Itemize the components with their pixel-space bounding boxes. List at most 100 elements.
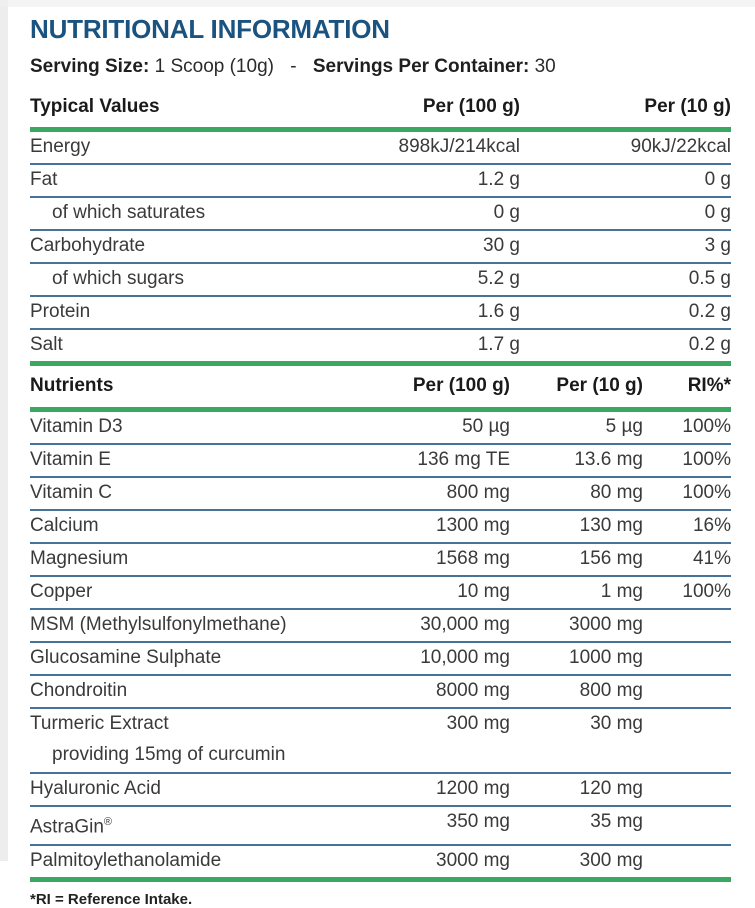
value-per-100g: 898kJ/214kcal — [398, 136, 520, 158]
value-per-10g: 30 mg — [590, 713, 643, 735]
row-label-cell: MSM (Methylsulfonylmethane) — [30, 609, 330, 642]
row-label-cell: Carbohydrate — [30, 230, 360, 263]
value-per-10g: 90kJ/22kcal — [630, 136, 731, 158]
value-per-10g: 35 mg — [590, 811, 643, 833]
nutrient-name: Glucosamine Sulphate — [30, 647, 222, 669]
value-per-10g: 800 mg — [579, 680, 643, 702]
table-row: of which sugars 5.2 g 0.5 g — [30, 263, 731, 297]
typical-values-header-row: Typical Values Per (100 g) Per (10 g) — [30, 88, 731, 130]
table-row: Chondroitin 8000 mg 800 mg — [30, 675, 731, 709]
value-ri-percent — [643, 708, 731, 773]
nutrients-header-row: Nutrients Per (100 g) Per (10 g) RI%* — [30, 366, 731, 410]
value-ri-percent — [643, 609, 731, 642]
serving-size-value: 1 Scoop (10g) — [154, 56, 274, 78]
table-row: Copper 10 mg 1 mg 100% — [30, 576, 731, 610]
value-per-10g: 1000 mg — [569, 647, 643, 669]
value-ri-percent: 16% — [692, 515, 731, 537]
value-ri-percent: 100% — [682, 482, 731, 504]
typical-values-table: Typical Values Per (100 g) Per (10 g) En… — [30, 88, 731, 366]
nutrient-name: MSM (Methylsulfonylmethane) — [30, 614, 287, 636]
value-ri-percent — [643, 773, 731, 806]
value-per-100g: 1.7 g — [477, 334, 520, 356]
table-row: MSM (Methylsulfonylmethane) 30,000 mg 3000… — [30, 609, 731, 643]
column-header-typical-values: Typical Values — [30, 96, 160, 118]
nutrient-name: Vitamin E — [30, 449, 111, 471]
column-header-nutrients: Nutrients — [30, 375, 114, 397]
nutrient-name: Fat — [30, 169, 58, 191]
value-per-100g: 10,000 mg — [420, 647, 510, 669]
nutrient-name: AstraGin® — [30, 816, 113, 838]
value-per-10g: 1 mg — [600, 581, 643, 603]
value-per-100g: 1300 mg — [436, 515, 510, 537]
value-per-10g: 300 mg — [579, 849, 643, 871]
row-label-cell: Fat — [30, 164, 360, 197]
row-label-cell: Vitamin C — [30, 477, 330, 510]
value-per-100g: 350 mg — [446, 811, 510, 833]
value-ri-percent — [643, 642, 731, 675]
value-per-100g: 0 g — [493, 202, 520, 224]
value-per-100g: 30 g — [483, 235, 520, 257]
value-per-100g: 8000 mg — [436, 680, 510, 702]
value-per-10g: 13.6 mg — [574, 449, 643, 471]
table-row: Salt 1.7 g 0.2 g — [30, 329, 731, 364]
table-row: Hyaluronic Acid 1200 mg 120 mg — [30, 773, 731, 807]
value-per-10g: 0.5 g — [688, 268, 731, 290]
serving-size-label: Serving Size: — [30, 56, 150, 78]
value-ri-percent: 100% — [682, 449, 731, 471]
nutrient-name: Energy — [30, 136, 91, 158]
row-label-cell: Glucosamine Sulphate — [30, 642, 330, 675]
value-per-100g: 1568 mg — [436, 548, 510, 570]
value-per-100g: 30,000 mg — [420, 614, 510, 636]
row-label-cell: Copper — [30, 576, 330, 609]
value-ri-percent — [643, 806, 731, 844]
servings-per-container-label: Servings Per Container: — [312, 56, 530, 78]
row-label-cell: Chondroitin — [30, 675, 330, 708]
table-row: Fat 1.2 g 0 g — [30, 164, 731, 198]
row-label-cell: Hyaluronic Acid — [30, 773, 330, 806]
value-per-10g: 156 mg — [579, 548, 643, 570]
table-row: Magnesium 1568 mg 156 mg 41% — [30, 543, 731, 577]
nutrient-name: of which sugars — [52, 268, 185, 290]
nutrient-name: Vitamin C — [30, 482, 113, 504]
nutrient-name: Protein — [30, 301, 91, 323]
value-per-100g: 1.2 g — [477, 169, 520, 191]
value-ri-percent — [643, 845, 731, 880]
nutrient-name: Turmeric Extract — [30, 713, 169, 735]
serving-info-line: Serving Size: 1 Scoop (10g) - Servings P… — [30, 56, 731, 78]
row-label-cell: Turmeric Extract providing 15mg of curcum… — [30, 708, 330, 773]
row-label-cell: Magnesium — [30, 543, 330, 576]
row-label-cell: of which saturates — [30, 197, 360, 230]
value-per-100g: 800 mg — [446, 482, 510, 504]
value-ri-percent: 41% — [692, 548, 731, 570]
value-per-10g: 130 mg — [579, 515, 643, 537]
value-per-100g: 3000 mg — [436, 849, 510, 871]
row-label-cell: of which sugars — [30, 263, 360, 296]
value-per-100g: 10 mg — [457, 581, 510, 603]
nutrient-name: of which saturates — [52, 202, 206, 224]
column-header-per-10g: Per (10 g) — [644, 96, 731, 118]
value-per-100g: 1200 mg — [436, 778, 510, 800]
row-label-cell: Energy — [30, 130, 360, 165]
value-ri-percent — [643, 675, 731, 708]
nutrient-name: Salt — [30, 334, 63, 356]
nutrient-name: Hyaluronic Acid — [30, 778, 161, 800]
value-per-100g: 300 mg — [446, 713, 510, 735]
nutrient-name: Calcium — [30, 515, 99, 537]
table-row: Glucosamine Sulphate 10,000 mg 1000 mg — [30, 642, 731, 676]
nutrient-sub-note: providing 15mg of curcumin — [52, 744, 286, 766]
value-per-10g: 5 µg — [605, 416, 643, 438]
table-row: of which saturates 0 g 0 g — [30, 197, 731, 231]
value-per-10g: 120 mg — [579, 778, 643, 800]
row-label-cell: Vitamin D3 — [30, 410, 330, 445]
value-per-10g: 0 g — [704, 202, 731, 224]
nutrient-name: Vitamin D3 — [30, 416, 123, 438]
value-per-10g: 0.2 g — [688, 301, 731, 323]
column-header-per-10g: Per (10 g) — [556, 375, 643, 397]
nutrient-name: Carbohydrate — [30, 235, 146, 257]
table-row: Carbohydrate 30 g 3 g — [30, 230, 731, 264]
page-title: NUTRITIONAL INFORMATION — [30, 14, 390, 44]
value-per-100g: 50 µg — [462, 416, 510, 438]
row-label-cell: Palmitoylethanolamide — [30, 845, 330, 880]
table-row: Vitamin E 136 mg TE 13.6 mg 100% — [30, 444, 731, 478]
nutrients-table: Nutrients Per (100 g) Per (10 g) RI%* Vi… — [30, 366, 731, 881]
